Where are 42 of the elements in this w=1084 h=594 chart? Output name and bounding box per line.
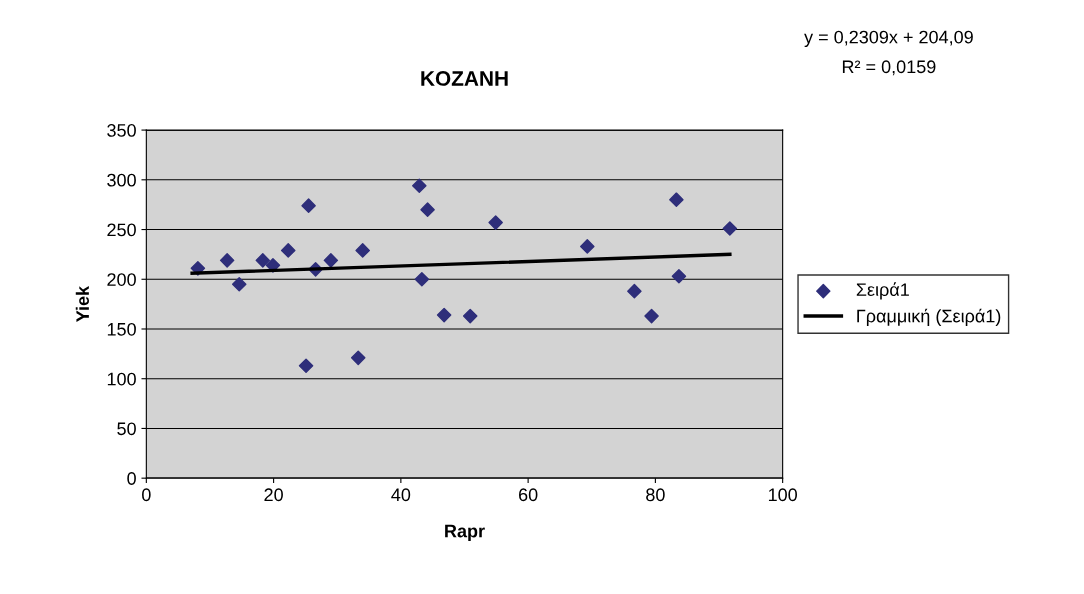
- point: [231, 276, 247, 292]
- point: [669, 192, 684, 207]
- y-tick-label: 0: [127, 472, 136, 485]
- point: [298, 358, 314, 374]
- x-tick-label: 0: [142, 488, 151, 502]
- y-tick-label: 100: [107, 372, 136, 386]
- y-tick-label: 250: [107, 223, 136, 237]
- x-axis-title: Rapr: [445, 524, 485, 541]
- point: [580, 239, 595, 254]
- y-tick-label: 200: [107, 273, 136, 286]
- point: [627, 283, 642, 299]
- point: [219, 253, 235, 268]
- point: [350, 350, 366, 366]
- text: R² = 0,0159: [842, 60, 936, 76]
- point: [420, 202, 435, 217]
- point: [255, 253, 271, 268]
- x-tick-label: 40: [391, 488, 411, 502]
- point: [462, 308, 478, 324]
- x-tick-label: 80: [646, 488, 665, 502]
- y-tick-label: 150: [107, 322, 136, 336]
- point: [323, 253, 339, 268]
- x-tick-label: 20: [264, 488, 283, 502]
- point: [355, 243, 370, 258]
- point: [644, 308, 659, 324]
- legend-label: Σειρά1: [856, 282, 909, 300]
- y-axis-title: Yiek: [75, 285, 90, 323]
- legend-label: Γραμμική (Σειρά1): [857, 308, 1001, 326]
- point: [414, 271, 430, 287]
- point: [488, 215, 503, 230]
- point: [301, 198, 316, 213]
- point: [412, 178, 427, 194]
- point: [722, 221, 738, 236]
- chart-title: KOZANH: [421, 71, 508, 86]
- point: [671, 268, 687, 284]
- y-tick-label: 50: [117, 422, 136, 436]
- y-tick-label: 300: [107, 173, 136, 187]
- text: y = 0,2309x + 204,09: [804, 30, 973, 48]
- point: [436, 307, 452, 323]
- x-tick-label: 100: [768, 488, 798, 502]
- x-tick-label: 60: [519, 488, 538, 502]
- point: [280, 243, 296, 258]
- y-tick-label: 350: [107, 124, 136, 137]
